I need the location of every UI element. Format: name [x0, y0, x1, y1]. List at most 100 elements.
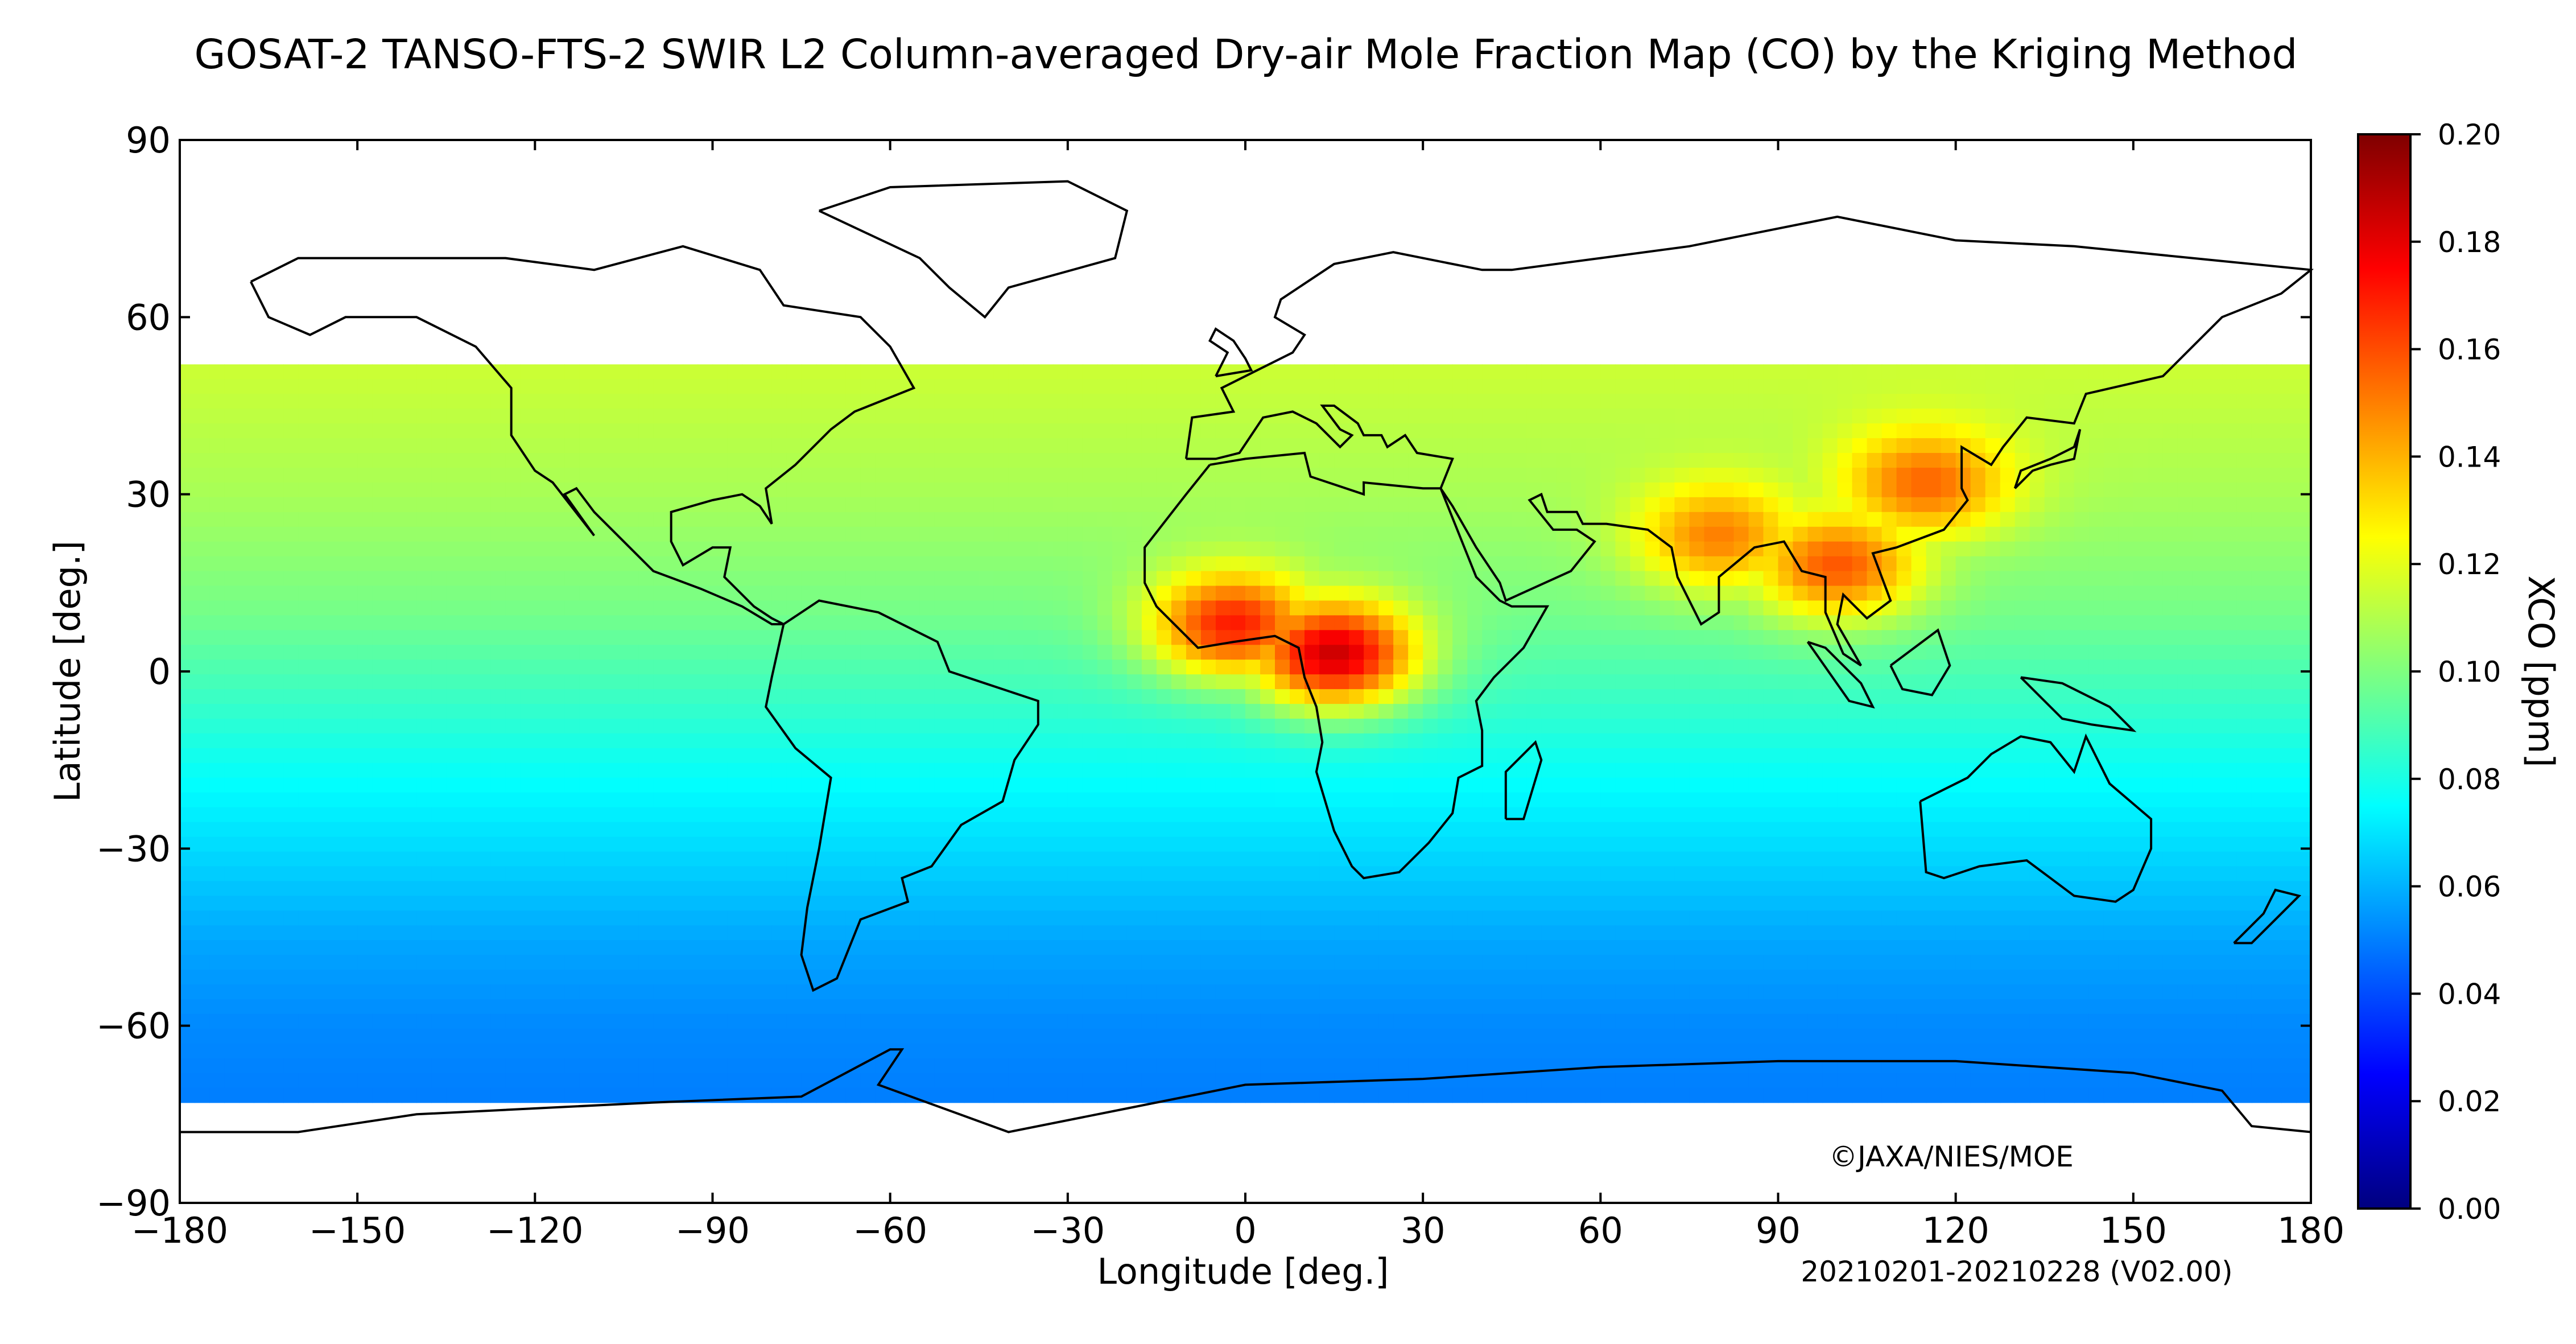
- heat-cell: [1541, 556, 1557, 572]
- heat-cell: [2296, 792, 2311, 808]
- heat-cell: [239, 630, 254, 646]
- heat-cell: [697, 556, 713, 572]
- heat-cell: [490, 645, 506, 661]
- heat-cell: [993, 453, 1009, 468]
- heat-cell: [328, 512, 343, 527]
- heat-cell: [2059, 659, 2075, 675]
- heat-cell: [269, 600, 284, 616]
- heat-cell: [2222, 659, 2238, 675]
- heat-cell: [1571, 438, 1587, 454]
- heat-cell: [550, 674, 565, 690]
- heat-cell: [1615, 689, 1631, 704]
- heat-cell: [1408, 615, 1423, 631]
- heat-cell: [1112, 467, 1128, 483]
- heat-cell: [1793, 659, 1809, 675]
- heat-cell: [1852, 482, 1868, 498]
- heat-cell: [224, 364, 240, 380]
- heat-cell: [1467, 851, 1483, 867]
- heat-cell: [727, 571, 743, 587]
- heat-cell: [1881, 379, 1897, 395]
- heat-cell: [402, 482, 418, 498]
- heat-cell: [1793, 482, 1809, 498]
- heat-cell: [919, 571, 935, 587]
- heat-cell: [1497, 689, 1513, 704]
- heat-cell: [283, 630, 299, 646]
- heat-cell: [1230, 822, 1246, 838]
- heat-cell: [1097, 438, 1113, 454]
- heat-cell: [934, 689, 950, 704]
- heat-cell: [342, 866, 358, 882]
- heat-cell: [209, 733, 225, 749]
- heat-cell: [1704, 482, 1720, 498]
- heat-cell: [1512, 409, 1528, 424]
- heat-cell: [2133, 674, 2149, 690]
- heat-cell: [1141, 659, 1157, 675]
- heat-cell: [712, 792, 728, 808]
- heat-cell: [1319, 526, 1335, 542]
- heat-cell: [1171, 866, 1187, 882]
- heat-cell: [1334, 586, 1349, 601]
- heat-cell: [609, 423, 625, 439]
- heat-cell: [934, 467, 950, 483]
- heat-cell: [1008, 807, 1024, 823]
- heat-cell: [1067, 409, 1083, 424]
- heat-cell: [550, 379, 565, 395]
- heat-cell: [1141, 630, 1157, 646]
- heat-cell: [313, 526, 328, 542]
- heat-cell: [905, 394, 920, 409]
- heat-cell: [1763, 748, 1779, 764]
- heat-cell: [964, 571, 980, 587]
- heat-cell: [697, 600, 713, 616]
- heat-cell: [2162, 526, 2178, 542]
- heat-cell: [1586, 409, 1601, 424]
- heat-cell: [1926, 423, 1942, 439]
- heat-cell: [1674, 748, 1690, 764]
- heat-cell: [239, 674, 254, 690]
- heat-cell: [446, 600, 462, 616]
- heat-cell: [298, 777, 313, 793]
- heat-cell: [1867, 423, 1883, 439]
- heat-cell: [2296, 497, 2311, 513]
- heat-cell: [1008, 571, 1024, 587]
- heat-cell: [712, 689, 728, 704]
- heat-cell: [609, 719, 625, 734]
- heat-cell: [579, 836, 595, 852]
- heat-cell: [905, 704, 920, 719]
- heat-cell: [1645, 689, 1661, 704]
- heat-cell: [1541, 748, 1557, 764]
- heat-cell: [1733, 379, 1749, 395]
- heat-cell: [1556, 851, 1572, 867]
- heat-cell: [1378, 777, 1394, 793]
- heat-cell: [2177, 777, 2193, 793]
- heat-cell: [1423, 659, 1438, 675]
- heat-cell: [727, 615, 743, 631]
- heat-cell: [993, 394, 1009, 409]
- heat-cell: [2118, 792, 2134, 808]
- heat-cell: [357, 379, 373, 395]
- heat-cell: [1349, 836, 1364, 852]
- heat-cell: [1200, 467, 1216, 483]
- heat-cell: [2074, 630, 2090, 646]
- heat-cell: [1112, 836, 1128, 852]
- heat-cell: [2177, 512, 2193, 527]
- heat-cell: [1112, 645, 1128, 661]
- heat-cell: [1230, 762, 1246, 778]
- heat-cell: [328, 777, 343, 793]
- heat-cell: [372, 571, 387, 587]
- heat-cell: [1526, 836, 1542, 852]
- heat-cell: [860, 438, 876, 454]
- heat-cell: [1408, 630, 1423, 646]
- heat-cell: [979, 394, 994, 409]
- heat-cell: [476, 526, 492, 542]
- heat-cell: [1097, 453, 1113, 468]
- heat-cell: [1674, 482, 1690, 498]
- heat-cell: [653, 497, 669, 513]
- heat-cell: [535, 482, 551, 498]
- heat-cell: [1689, 733, 1705, 749]
- heat-cell: [1112, 807, 1128, 823]
- heat-cell: [372, 364, 387, 380]
- heat-cell: [905, 719, 920, 734]
- heat-cell: [2059, 704, 2075, 719]
- heat-cell: [1733, 423, 1749, 439]
- heat-cell: [845, 733, 861, 749]
